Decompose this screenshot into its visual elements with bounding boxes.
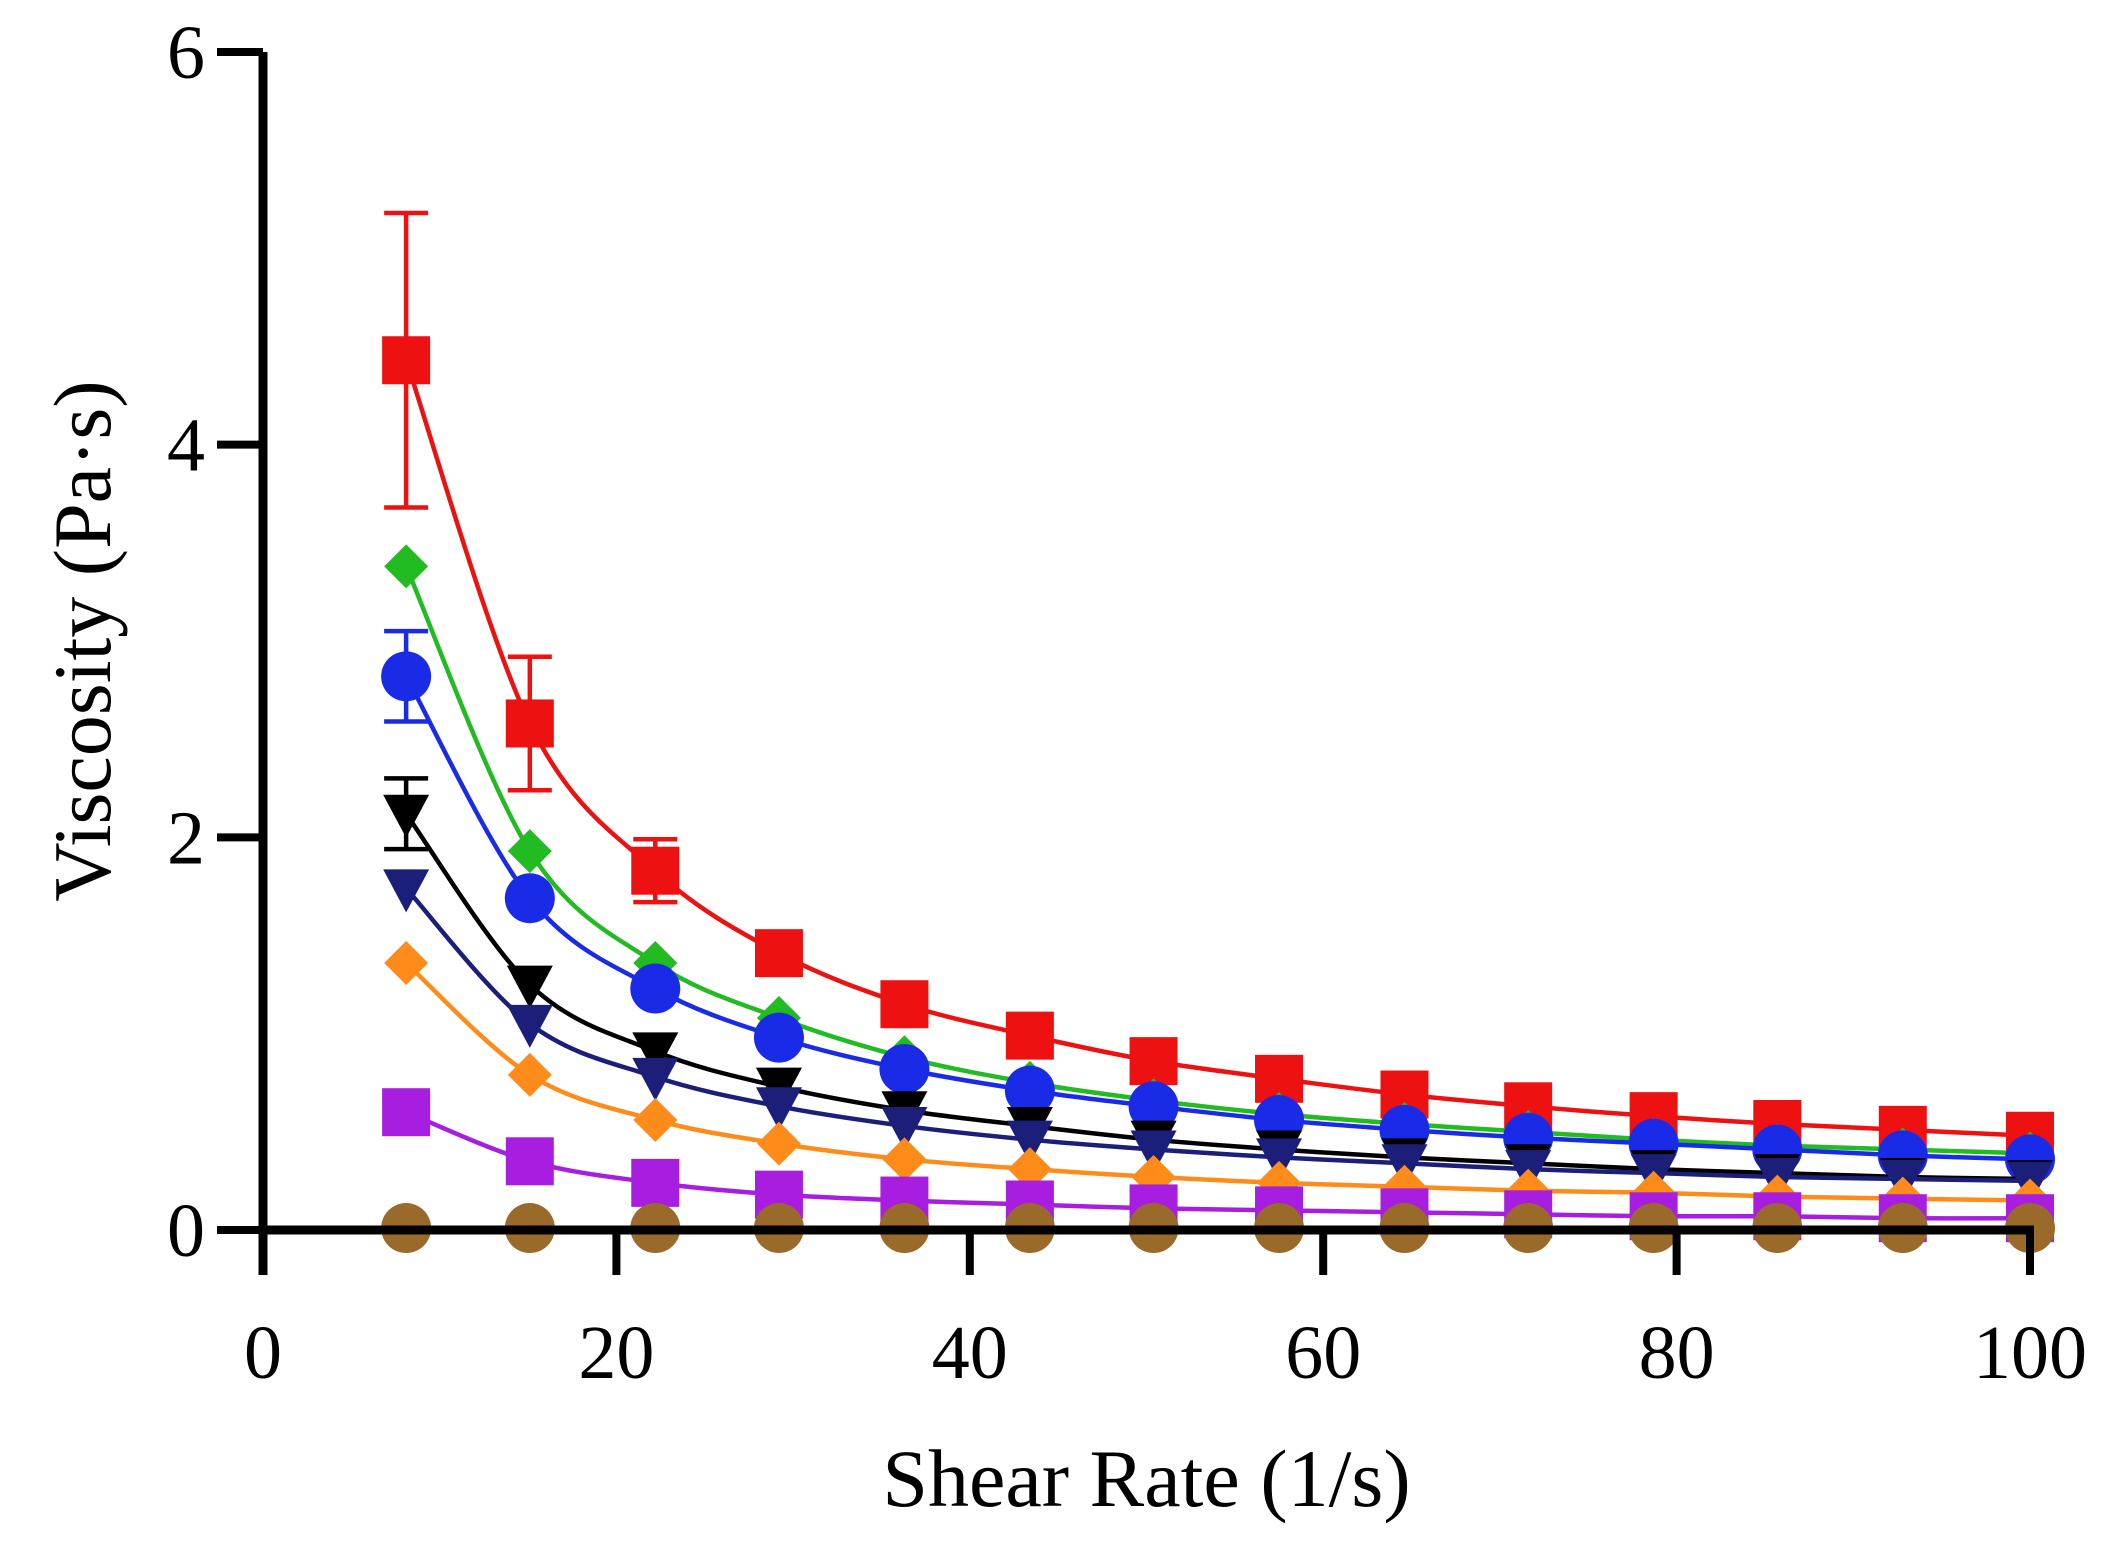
point-purple-square-1: [505, 1137, 554, 1186]
point-navy-triangle-3: [755, 1087, 802, 1131]
x-tick-label-80: 80: [1639, 1311, 1715, 1395]
axes-layer: 0 20 40 60 80 100 0 2 4 6: [167, 11, 2087, 1395]
y-tick-label-6: 6: [167, 11, 205, 95]
y-tick-label-0: 0: [167, 1189, 205, 1273]
point-navy-triangle-4: [881, 1106, 928, 1150]
point-red-square-3: [754, 929, 803, 978]
point-navy-triangle-0: [383, 869, 430, 913]
y-tick-label-2: 2: [167, 796, 205, 880]
point-orange-diamond-3: [756, 1121, 801, 1166]
point-purple-square-0: [382, 1088, 431, 1137]
x-tick-label-60: 60: [1285, 1311, 1361, 1395]
point-black-triangle-0: [383, 794, 430, 838]
point-black-triangle-1: [506, 965, 553, 1009]
point-orange-diamond-0: [384, 940, 429, 985]
point-navy-triangle-7: [1256, 1138, 1303, 1182]
point-blue-circle-4: [879, 1044, 930, 1095]
point-blue-circle-5: [1004, 1065, 1055, 1116]
point-blue-circle-0: [381, 651, 432, 702]
point-green-diamond-1: [507, 829, 552, 874]
point-purple-square-2: [631, 1158, 680, 1207]
point-red-square-1: [505, 699, 554, 748]
point-blue-circle-6: [1128, 1081, 1179, 1132]
point-green-diamond-0: [384, 544, 429, 589]
series-red-square: [382, 210, 2054, 1160]
point-navy-triangle-2: [632, 1057, 679, 1101]
point-red-square-0: [382, 336, 431, 385]
point-blue-circle-2: [630, 963, 681, 1014]
series-layer: [381, 210, 2055, 1254]
point-red-square-6: [1129, 1037, 1178, 1086]
point-black-triangle-2: [632, 1032, 679, 1076]
point-orange-diamond-2: [633, 1098, 678, 1143]
point-navy-triangle-1: [506, 1004, 553, 1048]
point-red-square-5: [1005, 1011, 1054, 1060]
point-blue-circle-3: [753, 1012, 804, 1063]
point-orange-diamond-4: [882, 1137, 927, 1182]
point-orange-diamond-1: [507, 1052, 552, 1097]
series-blue-circle: [381, 628, 2055, 1185]
x-tick-label-20: 20: [578, 1311, 654, 1395]
point-red-square-4: [880, 980, 929, 1029]
y-tick-label-4: 4: [167, 404, 205, 488]
x-ticks: 0 20 40 60 80 100: [244, 1230, 2087, 1395]
y-axis-title: Viscosity (Pa·s): [37, 380, 128, 901]
x-tick-label-0: 0: [244, 1311, 282, 1395]
series-navy-triangle: [383, 869, 2053, 1205]
x-axis-title: Shear Rate (1/s): [882, 1433, 1410, 1524]
x-tick-label-40: 40: [932, 1311, 1008, 1395]
x-tick-label-100: 100: [1973, 1311, 2087, 1395]
y-ticks: 0 2 4 6: [167, 11, 263, 1273]
series-line-red-square: [403, 359, 2031, 1139]
point-red-square-2: [631, 846, 680, 895]
point-blue-circle-1: [504, 873, 555, 924]
point-navy-triangle-5: [1006, 1120, 1053, 1164]
point-navy-triangle-6: [1130, 1130, 1177, 1174]
point-orange-diamond-5: [1007, 1147, 1052, 1192]
